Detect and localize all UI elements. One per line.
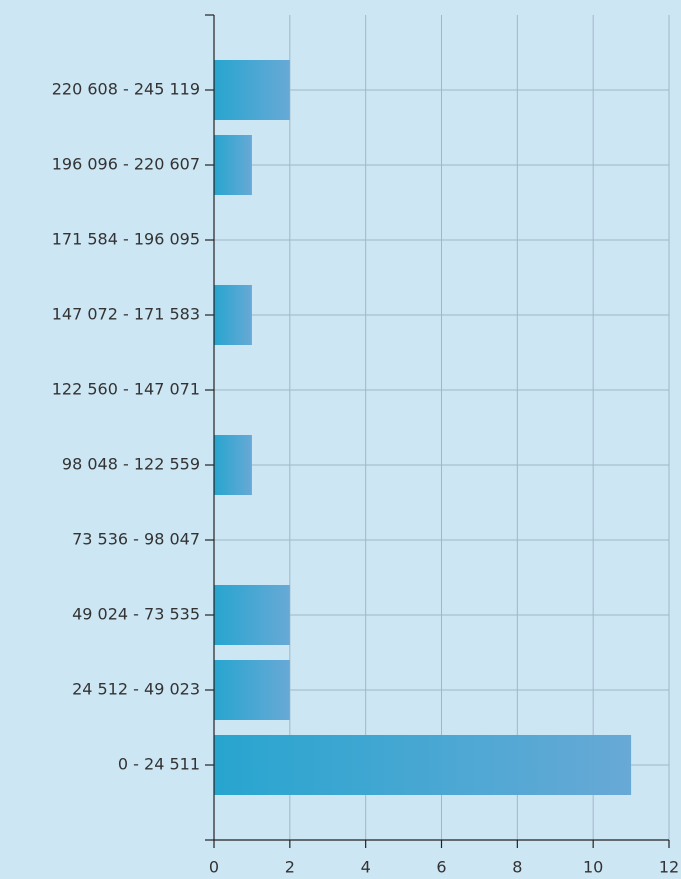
y-tick-label: 24 512 - 49 023 [72, 680, 200, 699]
x-tick-label: 8 [512, 858, 522, 877]
y-tick-label: 196 096 - 220 607 [52, 155, 200, 174]
y-tick-label: 73 536 - 98 047 [72, 530, 200, 549]
bar [214, 435, 252, 495]
y-tick-label: 147 072 - 171 583 [52, 305, 200, 324]
bar [214, 585, 290, 645]
bar [214, 285, 252, 345]
bar [214, 135, 252, 195]
bar [214, 60, 290, 120]
y-tick-label: 98 048 - 122 559 [62, 455, 200, 474]
y-tick-label: 171 584 - 196 095 [52, 230, 200, 249]
bar [214, 735, 632, 795]
y-tick-label: 0 - 24 511 [118, 755, 200, 774]
x-tick-label: 4 [361, 858, 371, 877]
x-tick-label: 12 [659, 858, 679, 877]
y-tick-label: 220 608 - 245 119 [52, 80, 200, 99]
x-tick-label: 10 [583, 858, 603, 877]
x-tick-label: 2 [285, 858, 295, 877]
x-tick-label: 6 [436, 858, 446, 877]
x-tick-label: 0 [209, 858, 219, 877]
y-tick-label: 122 560 - 147 071 [52, 380, 200, 399]
bar [214, 660, 290, 720]
y-tick-label: 49 024 - 73 535 [72, 605, 200, 624]
